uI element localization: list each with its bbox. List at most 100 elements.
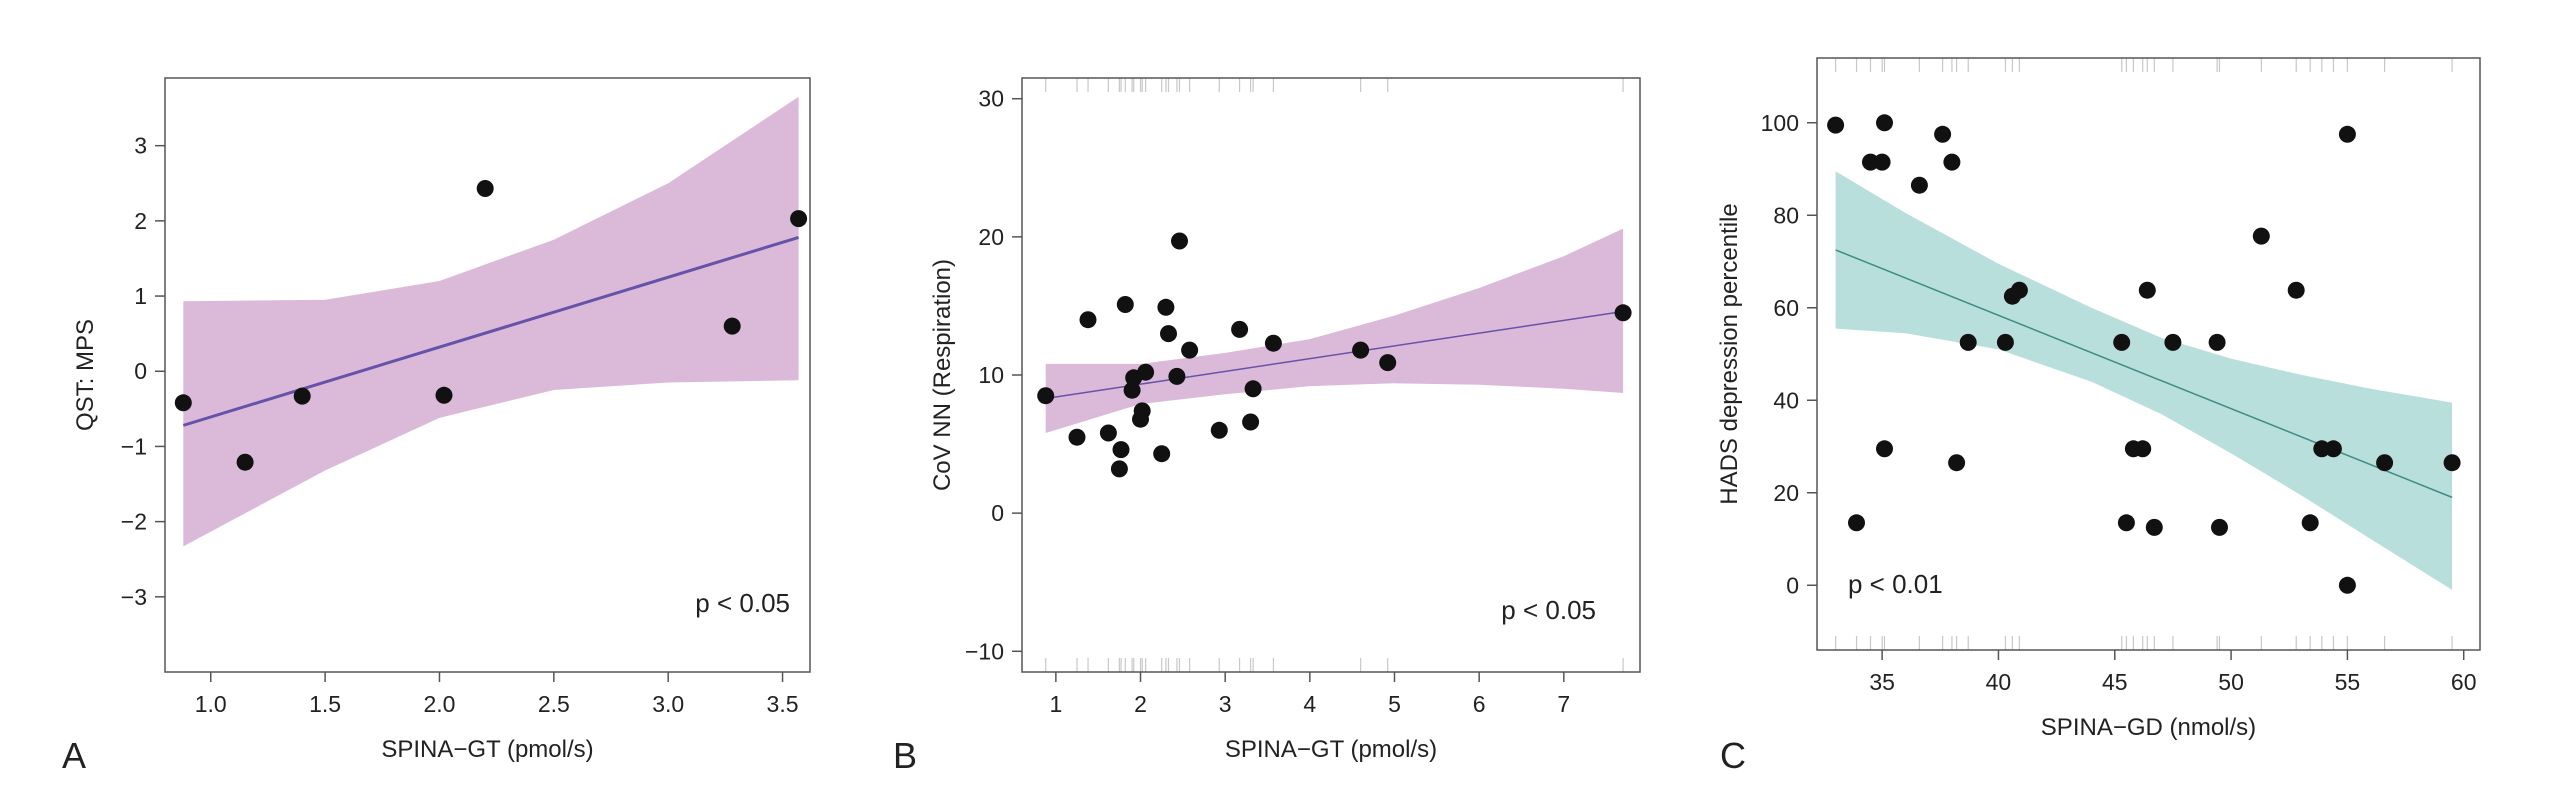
- x-tick-label: 3.0: [652, 691, 684, 717]
- data-point: [723, 317, 741, 335]
- y-tick-label: 20: [1773, 480, 1799, 506]
- data-point: [1876, 440, 1893, 458]
- data-point: [1910, 176, 1928, 194]
- data-point: [1181, 341, 1199, 359]
- y-tick-label: −10: [965, 638, 1004, 664]
- y-tick-label: 30: [978, 86, 1004, 112]
- x-tick-label: 1.5: [309, 691, 341, 717]
- data-point: [1848, 514, 1865, 532]
- x-axis-label: SPINA−GT (pmol/s): [1225, 736, 1437, 763]
- data-point: [174, 394, 192, 412]
- data-point: [293, 387, 311, 405]
- y-tick-label: 1: [134, 283, 147, 309]
- panel-letter: B: [893, 735, 917, 776]
- data-point: [1123, 381, 1141, 399]
- x-tick-label: 2.5: [538, 691, 570, 717]
- data-point: [1959, 333, 1977, 351]
- x-tick-label: 55: [2335, 669, 2361, 695]
- x-tick-label: 3.5: [767, 691, 799, 717]
- data-point: [1264, 334, 1282, 352]
- regression-line: [1835, 249, 2453, 499]
- data-point: [1614, 304, 1632, 322]
- y-tick-label: 80: [1773, 202, 1799, 228]
- data-point: [1242, 413, 1260, 431]
- data-point: [1934, 125, 1952, 143]
- y-axis-label: CoV NN (Respiration): [929, 259, 956, 491]
- x-tick-label: 2.0: [423, 691, 455, 717]
- confidence-band: [183, 96, 799, 547]
- data-point: [2211, 518, 2228, 536]
- data-point: [2338, 125, 2356, 143]
- y-tick-label: 10: [978, 362, 1004, 388]
- data-point: [1827, 116, 1845, 134]
- plot-frame: [164, 77, 811, 673]
- data-point: [2010, 281, 2028, 299]
- data-point: [1210, 421, 1228, 439]
- y-tick-label: 20: [978, 224, 1004, 250]
- data-point: [1099, 424, 1117, 442]
- panel-a: 1.0 1.5 2.0 2.5 3.0 3.5 −3 −2 −1 0 1 2 3 SPINA−GT (pm…: [62, 77, 811, 776]
- data-point: [2287, 281, 2305, 299]
- data-point: [236, 453, 254, 471]
- data-point: [2338, 576, 2356, 594]
- y-tick-label: 2: [134, 208, 147, 234]
- y-tick-label: 3: [134, 133, 147, 159]
- data-point: [2324, 440, 2342, 458]
- panel-c: 35 40 45 50 55 60 0 20 40 60 80 100 SPINA−GD (nmol/s…: [1716, 57, 2481, 776]
- data-point: [2443, 454, 2461, 472]
- data-point: [435, 386, 453, 404]
- y-tick-label: 0: [991, 500, 1004, 526]
- x-tick-label: 1.0: [195, 691, 227, 717]
- x-tick-label: 35: [1869, 669, 1895, 695]
- data-point: [1079, 311, 1097, 329]
- data-point: [790, 210, 808, 228]
- y-tick-label: 0: [1786, 572, 1799, 598]
- data-point: [2113, 333, 2131, 351]
- data-point: [1231, 320, 1249, 338]
- p-value-annotation: p < 0.05: [1501, 595, 1596, 625]
- panel-letter: A: [62, 735, 86, 776]
- data-point: [2134, 440, 2152, 458]
- x-tick-label: 60: [2451, 669, 2477, 695]
- data-point: [1168, 367, 1186, 385]
- x-tick-label: 1: [1049, 691, 1062, 717]
- data-point: [1873, 153, 1891, 171]
- data-point: [2301, 514, 2319, 532]
- y-tick-label: −1: [121, 433, 147, 459]
- data-point: [1133, 402, 1151, 420]
- data-point: [1352, 341, 1370, 359]
- regression-line: [1045, 310, 1624, 400]
- x-tick-label: 5: [1388, 691, 1401, 717]
- x-tick-label: 2: [1134, 691, 1147, 717]
- y-tick-label: 40: [1773, 387, 1799, 413]
- x-tick-label: 3: [1219, 691, 1232, 717]
- data-point: [2208, 333, 2226, 351]
- y-tick-label: 60: [1773, 295, 1799, 321]
- data-point: [476, 180, 494, 197]
- x-tick-label: 6: [1473, 691, 1486, 717]
- data-point: [2145, 518, 2163, 536]
- x-tick-label: 7: [1557, 691, 1570, 717]
- y-tick-label: 100: [1761, 110, 1799, 136]
- data-point: [1068, 428, 1086, 446]
- y-tick-label: −3: [121, 584, 147, 610]
- x-axis-label: SPINA−GD (nmol/s): [2041, 714, 2256, 741]
- regression-line: [182, 235, 800, 427]
- x-tick-label: 40: [1986, 669, 2012, 695]
- y-axis-label: QST: MPS: [72, 319, 99, 431]
- data-point: [1110, 460, 1128, 478]
- y-axis-label: HADS depression percentile: [1716, 203, 1743, 505]
- data-point: [1171, 232, 1188, 250]
- data-point: [2117, 514, 2135, 532]
- data-point: [1948, 454, 1966, 472]
- x-tick-label: 45: [2102, 669, 2128, 695]
- p-value-annotation: p < 0.05: [695, 588, 790, 618]
- data-point: [1112, 441, 1130, 459]
- data-point: [2138, 281, 2156, 299]
- confidence-band: [1045, 228, 1624, 433]
- confidence-band: [1835, 171, 2453, 590]
- panel-letter: C: [1720, 735, 1746, 776]
- data-point: [1876, 114, 1893, 132]
- data-point: [2252, 227, 2270, 245]
